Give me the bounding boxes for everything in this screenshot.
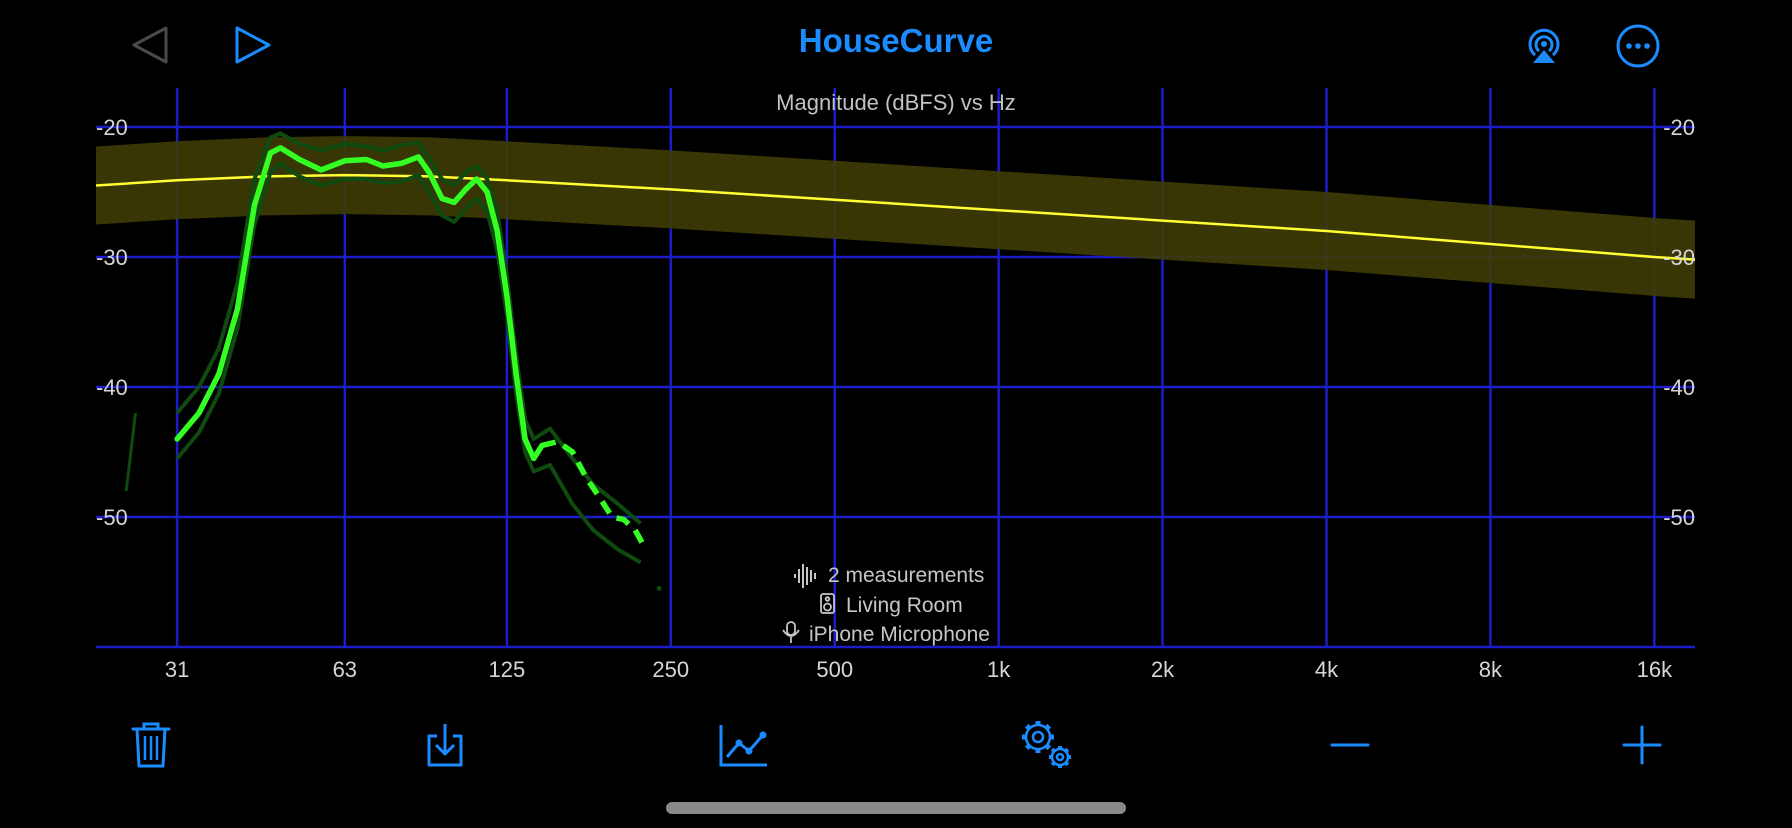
x-tick-label: 8k (1479, 657, 1503, 682)
target-band (96, 136, 1695, 299)
chart-grid (96, 88, 1695, 649)
minus-icon (1330, 743, 1370, 747)
measurement-count: 2 measurements (828, 564, 984, 587)
more-button[interactable] (1612, 20, 1664, 72)
measurement-shadow-layer (124, 131, 662, 591)
graph-button[interactable] (708, 710, 778, 780)
stray-dot (656, 586, 662, 591)
x-tick-label: 2k (1151, 657, 1175, 682)
measurement-curve-dashed (541, 438, 649, 551)
download-tray-icon (427, 724, 463, 767)
x-tick-label: 4k (1315, 657, 1339, 682)
chart-title: Magnitude (dBFS) vs Hz (776, 90, 1016, 115)
speaker-icon (820, 593, 835, 614)
x-tick-label: 63 (333, 657, 357, 682)
delete-button[interactable] (116, 710, 186, 780)
gears-icon (1022, 721, 1071, 768)
x-tick-label: 250 (652, 657, 689, 682)
back-button[interactable] (125, 20, 175, 70)
plus-icon (1622, 725, 1662, 765)
more-icon (1616, 24, 1660, 68)
y-tick-label-right: -30 (1663, 245, 1695, 270)
frequency-response-chart[interactable]: 31 63 125 250 500 1k 2k 4k 8k 16k -20 -20 -30 -30 -40 -… (0, 0, 1792, 700)
info-overlay: 2 measurements Living Room iPhone Microp… (782, 564, 990, 646)
play-icon (235, 26, 271, 64)
y-tick-label-right: -40 (1663, 375, 1695, 400)
x-tick-label: 16k (1637, 657, 1673, 682)
x-tick-label: 125 (489, 657, 526, 682)
back-triangle-icon (132, 26, 168, 64)
home-indicator (666, 802, 1126, 814)
stray-fragment (124, 412, 137, 492)
y-tick-label-left: -40 (96, 375, 128, 400)
measurement-curve (174, 145, 545, 462)
play-button[interactable] (228, 20, 278, 70)
bottom-toolbar (0, 700, 1792, 790)
airplay-button[interactable] (1518, 20, 1570, 72)
target-curve (95, 173, 1696, 261)
x-tick-label: 500 (816, 657, 853, 682)
measurement-curve-layer (174, 145, 649, 551)
y-tick-label-left: -20 (96, 115, 128, 140)
measurement-shadow-lower (175, 161, 642, 565)
room-name: Living Room (846, 594, 963, 617)
y-tick-label-left: -50 (96, 505, 128, 530)
airplay-icon (1528, 28, 1560, 63)
target-band-layer (96, 136, 1695, 299)
waveform-icon (794, 564, 816, 588)
settings-button[interactable] (1012, 710, 1082, 780)
axis-labels: 31 63 125 250 500 1k 2k 4k 8k 16k -20 -20 -30 -30 -40 -… (96, 115, 1695, 682)
measurement-shadow-upper (175, 131, 642, 526)
x-tick-label: 1k (987, 657, 1011, 682)
zoom-out-button[interactable] (1315, 710, 1385, 780)
target-curve-layer (95, 173, 1696, 261)
export-button[interactable] (410, 710, 480, 780)
y-tick-label-right: -50 (1663, 505, 1695, 530)
microphone-name: iPhone Microphone (809, 623, 990, 646)
trash-icon (131, 722, 171, 768)
zoom-in-button[interactable] (1607, 710, 1677, 780)
y-tick-label-right: -20 (1663, 115, 1695, 140)
y-tick-label-left: -30 (96, 245, 128, 270)
graph-icon (719, 725, 767, 767)
x-tick-label: 31 (165, 657, 189, 682)
navigation-bar: HouseCurve (0, 0, 1792, 88)
microphone-icon (782, 621, 800, 643)
app-title: HouseCurve (798, 22, 994, 59)
